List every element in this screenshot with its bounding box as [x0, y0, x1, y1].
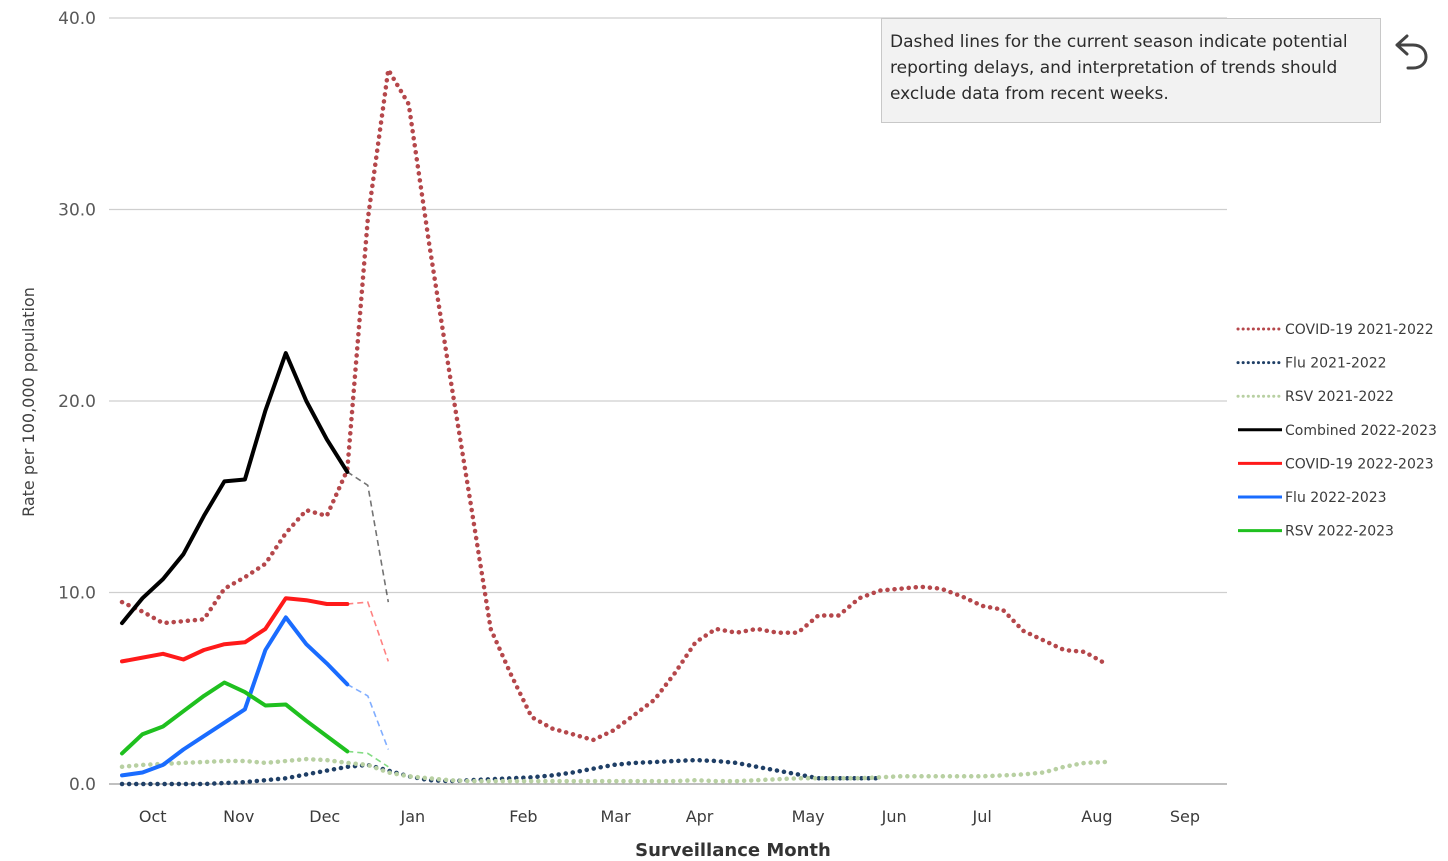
x-tick-label-mar: Mar	[600, 807, 631, 826]
series-rsv-2022-2023-delayed	[347, 750, 389, 768]
series-combined-2022-2023	[120, 351, 350, 626]
legend-label-rsv-2021-2022: RSV 2021-2022	[1285, 389, 1394, 405]
y-tick-label: 20.0	[58, 392, 96, 412]
legend-label-covid-19-2022-2023: COVID-19 2022-2023	[1285, 456, 1434, 472]
x-axis-ticks: Oct Nov Dec Jan Feb Mar Apr May Jun Jul Aug Sep	[139, 807, 1200, 826]
legend-label-rsv-2022-2023: RSV 2022-2023	[1285, 524, 1394, 540]
y-tick-label: 30.0	[58, 201, 96, 221]
y-tick-label: 0.0	[69, 775, 96, 795]
legend-label-flu-2021-2022: Flu 2021-2022	[1285, 356, 1387, 372]
series-covid-19-2022-2023	[120, 596, 350, 664]
x-tick-label-feb: Feb	[509, 807, 537, 826]
x-tick-label-jan: Jan	[399, 807, 425, 826]
reporting-delay-note: Dashed lines for the current season indi…	[881, 18, 1381, 123]
y-tick-label: 40.0	[58, 9, 96, 29]
legend-label-flu-2022-2023: Flu 2022-2023	[1285, 490, 1387, 506]
x-tick-label-aug: Aug	[1081, 807, 1112, 826]
x-tick-label-dec: Dec	[309, 807, 340, 826]
series-rsv-2021-2022	[119, 756, 1108, 784]
x-tick-label-jul: Jul	[972, 807, 992, 826]
series-flu-2022-2023-delayed	[346, 683, 390, 750]
x-tick-label-may: May	[792, 807, 825, 826]
x-axis-title: Surveillance Month	[635, 840, 831, 861]
series-lines	[119, 67, 1108, 787]
undo-arrow-icon[interactable]	[1386, 28, 1432, 74]
series-covid-19-2022-2023-delayed	[347, 601, 390, 662]
grid-lines	[109, 17, 1227, 785]
x-tick-label-sep: Sep	[1170, 807, 1200, 826]
y-axis-label: Rate per 100,000 population	[19, 287, 38, 517]
series-combined-2022-2023-delayed	[346, 471, 390, 603]
series-rsv-2022-2023	[120, 680, 350, 756]
series-flu-2022-2023	[120, 615, 350, 778]
series-flu-2021-2022	[119, 757, 883, 787]
y-tick-label: 10.0	[58, 584, 96, 604]
undo-arrow-glyph	[1395, 34, 1428, 70]
legend-label-combined-2022-2023: Combined 2022-2023	[1285, 423, 1437, 439]
x-tick-label-oct: Oct	[139, 807, 167, 826]
series-covid-19-2021-2022	[119, 67, 1108, 743]
x-tick-label-jun: Jun	[881, 807, 907, 826]
x-tick-label-apr: Apr	[686, 807, 714, 826]
x-tick-label-nov: Nov	[223, 807, 254, 826]
y-axis-ticks: 0.0 10.0 20.0 30.0 40.0	[58, 9, 96, 795]
legend: COVID-19 2021-2022 Flu 2021-2022 RSV 2021-…	[1236, 322, 1437, 540]
legend-label-covid-19-2021-2022: COVID-19 2021-2022	[1285, 322, 1434, 338]
